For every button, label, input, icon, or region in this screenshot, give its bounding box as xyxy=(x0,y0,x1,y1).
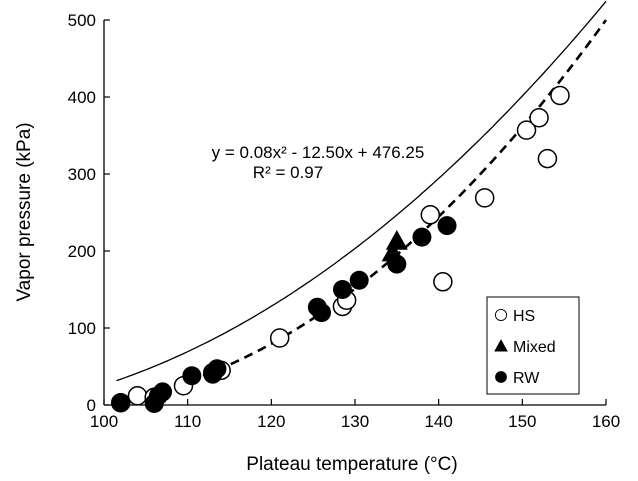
x-tick-label: 140 xyxy=(424,412,452,431)
hs-point xyxy=(537,148,558,169)
hs-point xyxy=(550,85,570,106)
mixed-point xyxy=(385,229,408,250)
x-tick-label: 130 xyxy=(341,412,369,431)
y-tick-label: 400 xyxy=(68,88,96,107)
legend-label-mixed: Mixed xyxy=(513,339,556,356)
x-tick-label: 150 xyxy=(508,412,536,431)
rw-point xyxy=(207,359,227,379)
rw-point xyxy=(332,280,352,299)
x-tick-label: 120 xyxy=(257,412,285,431)
equation-text: y = 0.08x² - 12.50x + 476.25 xyxy=(212,143,425,162)
rw-point xyxy=(387,254,407,274)
fit-solid-curve xyxy=(116,0,607,382)
x-tick-label: 100 xyxy=(90,412,118,431)
legend: HS Mixed RW xyxy=(486,296,580,395)
legend-marker-rw xyxy=(495,371,507,383)
rw-point xyxy=(153,382,173,402)
rw-point xyxy=(349,270,369,290)
y-tick-label: 100 xyxy=(68,319,96,338)
y-tick-label: 0 xyxy=(87,396,96,415)
hs-point xyxy=(269,328,290,348)
legend-marker-mixed xyxy=(494,339,508,352)
rw-point xyxy=(182,366,202,386)
hs-point xyxy=(474,188,495,208)
rw-point xyxy=(437,216,457,236)
rw-point xyxy=(412,227,432,247)
rw-point xyxy=(111,393,131,413)
equation-annotation: y = 0.08x² - 12.50x + 476.25 R² = 0.97 xyxy=(212,143,425,182)
x-tick-label: 110 xyxy=(174,412,201,431)
y-axis-label: Vapor pressure (kPa) xyxy=(14,122,35,301)
data-points xyxy=(110,85,570,413)
legend-label-hs: HS xyxy=(513,308,535,325)
hs-point xyxy=(529,108,549,128)
y-tick-label: 300 xyxy=(68,165,96,184)
hs-point xyxy=(420,205,441,225)
r-squared-text: R² = 0.97 xyxy=(253,163,323,182)
x-tick-label: 160 xyxy=(592,412,620,431)
x-axis-label: Plateau temperature (°C) xyxy=(246,454,457,475)
legend-marker-hs xyxy=(494,308,508,322)
rw-point xyxy=(312,303,332,323)
hs-point xyxy=(127,386,148,406)
y-tick-label: 500 xyxy=(68,11,96,30)
hs-point xyxy=(516,120,537,140)
legend-label-rw: RW xyxy=(513,370,540,387)
hs-point xyxy=(433,272,453,292)
y-tick-label: 200 xyxy=(68,242,96,261)
